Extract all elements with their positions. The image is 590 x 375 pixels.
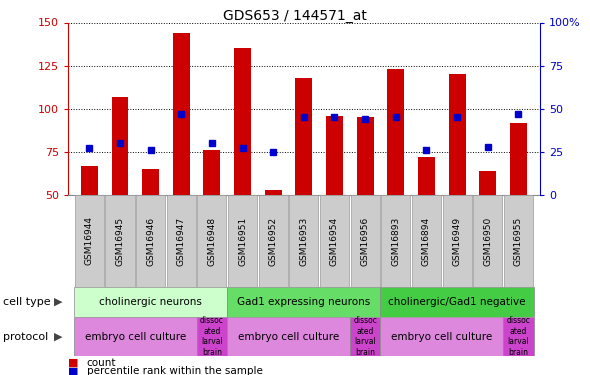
- Bar: [357, 117, 373, 195]
- Bar: [142, 169, 159, 195]
- Text: GSM16956: GSM16956: [360, 216, 370, 266]
- Text: GSM16950: GSM16950: [483, 216, 492, 266]
- Text: GSM16893: GSM16893: [391, 216, 400, 266]
- Text: GSM16944: GSM16944: [85, 216, 94, 266]
- Text: embryo cell culture: embryo cell culture: [84, 332, 186, 342]
- Bar: [234, 48, 251, 195]
- Text: GSM16947: GSM16947: [177, 216, 186, 266]
- Text: cholinergic neurons: cholinergic neurons: [99, 297, 202, 307]
- Bar: [74, 287, 227, 317]
- Text: GSM16951: GSM16951: [238, 216, 247, 266]
- Text: GSM16952: GSM16952: [268, 216, 278, 266]
- Bar: [75, 195, 104, 287]
- Bar: [326, 116, 343, 195]
- Bar: [388, 69, 404, 195]
- Bar: [296, 78, 312, 195]
- Bar: [265, 190, 281, 195]
- Text: cholinergic/Gad1 negative: cholinergic/Gad1 negative: [388, 297, 526, 307]
- Text: dissoc
ated
larval
brain: dissoc ated larval brain: [506, 316, 530, 357]
- Text: dissoc
ated
larval
brain: dissoc ated larval brain: [353, 316, 377, 357]
- Text: GSM16954: GSM16954: [330, 216, 339, 266]
- Text: embryo cell culture: embryo cell culture: [238, 332, 339, 342]
- Bar: [442, 195, 471, 287]
- Bar: [503, 317, 534, 356]
- Text: ■: ■: [68, 366, 78, 375]
- Bar: [350, 317, 381, 356]
- Bar: [173, 33, 189, 195]
- Text: GSM16949: GSM16949: [453, 216, 461, 266]
- Text: percentile rank within the sample: percentile rank within the sample: [87, 366, 263, 375]
- Text: ■: ■: [68, 358, 78, 368]
- Bar: [228, 195, 257, 287]
- Bar: [381, 287, 534, 317]
- Text: GSM16953: GSM16953: [299, 216, 309, 266]
- Bar: [473, 195, 502, 287]
- Bar: [418, 157, 435, 195]
- Bar: [381, 317, 503, 356]
- Text: cell type: cell type: [3, 297, 51, 307]
- Bar: [289, 195, 319, 287]
- Bar: [112, 97, 129, 195]
- Bar: [136, 195, 165, 287]
- Bar: [106, 195, 135, 287]
- Text: embryo cell culture: embryo cell culture: [391, 332, 493, 342]
- Bar: [227, 317, 350, 356]
- Bar: [227, 287, 381, 317]
- Bar: [504, 195, 533, 287]
- Text: GSM16948: GSM16948: [208, 216, 217, 266]
- Bar: [258, 195, 288, 287]
- Bar: [381, 195, 411, 287]
- Bar: [81, 166, 98, 195]
- Text: GSM16946: GSM16946: [146, 216, 155, 266]
- Bar: [479, 171, 496, 195]
- Bar: [350, 195, 380, 287]
- Bar: [320, 195, 349, 287]
- Bar: [448, 74, 466, 195]
- Text: GSM16945: GSM16945: [116, 216, 124, 266]
- Bar: [74, 317, 196, 356]
- Text: ▶: ▶: [54, 332, 62, 342]
- Text: protocol: protocol: [3, 332, 48, 342]
- Text: ▶: ▶: [54, 297, 62, 307]
- Text: GSM16894: GSM16894: [422, 216, 431, 266]
- Text: dissoc
ated
larval
brain: dissoc ated larval brain: [200, 316, 224, 357]
- Bar: [412, 195, 441, 287]
- Bar: [510, 123, 527, 195]
- Bar: [197, 195, 227, 287]
- Bar: [196, 317, 227, 356]
- Bar: [204, 150, 220, 195]
- Text: GDS653 / 144571_at: GDS653 / 144571_at: [223, 9, 367, 23]
- Bar: [167, 195, 196, 287]
- Text: count: count: [87, 358, 116, 368]
- Text: GSM16955: GSM16955: [514, 216, 523, 266]
- Text: Gad1 expressing neurons: Gad1 expressing neurons: [237, 297, 371, 307]
